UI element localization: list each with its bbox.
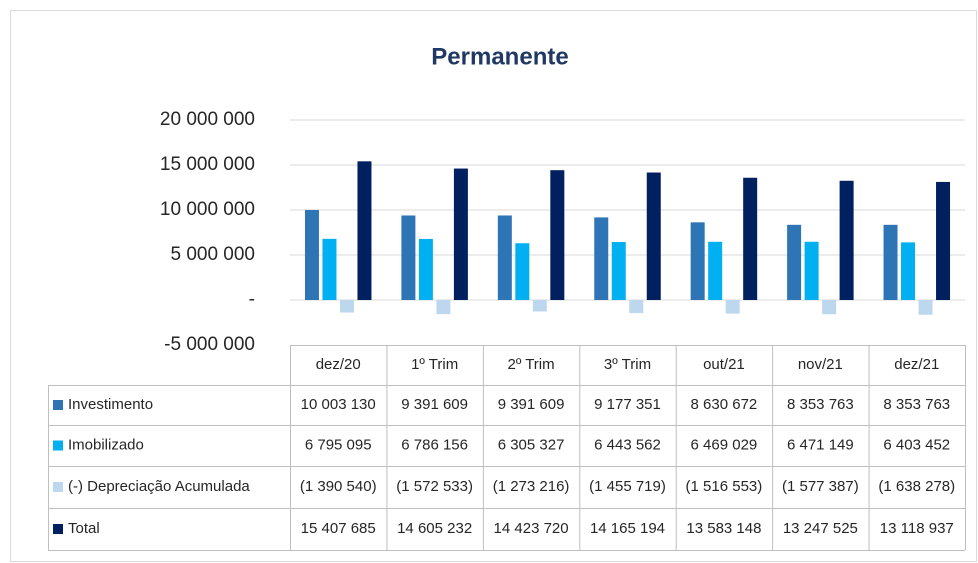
x-tick-label: dez/20 (316, 356, 361, 373)
bar (787, 224, 802, 300)
table-cell: 13 247 525 (783, 520, 858, 537)
bar (629, 300, 644, 314)
table-cell: 9 391 609 (498, 396, 565, 413)
bar (401, 215, 416, 300)
bar (532, 300, 547, 312)
bar (690, 222, 705, 300)
table-cell: (1 390 540) (300, 478, 377, 495)
bar (515, 243, 530, 300)
x-tick-label: 2º Trim (507, 356, 554, 373)
bar (822, 300, 837, 315)
bar (497, 215, 512, 300)
table-cell: 6 443 562 (594, 436, 661, 453)
table-cell: 9 391 609 (401, 396, 468, 413)
legend-label: Imobilizado (68, 436, 144, 453)
x-tick-label: dez/21 (894, 356, 939, 373)
legend-label: (-) Depreciação Acumulada (68, 478, 250, 495)
y-tick-label: 20 000 000 (160, 109, 255, 130)
table-cell: 6 786 156 (401, 436, 468, 453)
bar (611, 242, 626, 300)
bar (936, 181, 951, 300)
bar (418, 238, 433, 300)
x-tick-label: 1º Trim (411, 356, 458, 373)
x-tick-label: 3º Trim (604, 356, 651, 373)
table-cell: (1 273 216) (493, 478, 570, 495)
table-cell: 13 583 148 (686, 520, 761, 537)
table-cell: (1 572 533) (396, 478, 473, 495)
chart-title: Permanente (431, 43, 568, 70)
legend-swatch (53, 524, 63, 534)
table-cell: 6 471 149 (787, 436, 854, 453)
y-tick-label: 10 000 000 (160, 199, 255, 220)
table-cell: 6 403 452 (883, 436, 950, 453)
table-cell: 8 353 763 (883, 396, 950, 413)
bar (550, 170, 565, 300)
y-tick-label: 5 000 000 (170, 244, 255, 265)
table-cell: 9 177 351 (594, 396, 661, 413)
bar (357, 161, 372, 300)
bar (804, 241, 819, 300)
legend-label: Total (68, 520, 100, 537)
bar (725, 300, 740, 314)
bar (883, 224, 898, 300)
table-cell: (1 638 278) (878, 478, 955, 495)
table-cell: 6 305 327 (498, 436, 565, 453)
table-cell: (1 516 553) (686, 478, 763, 495)
bar (646, 172, 661, 300)
table-cell: 14 423 720 (494, 520, 569, 537)
bar (339, 300, 354, 313)
bar (322, 238, 337, 300)
y-tick-label: -5 000 000 (164, 334, 255, 355)
table-cell: 6 469 029 (691, 436, 758, 453)
y-tick-label: - (249, 289, 255, 310)
bar (918, 300, 933, 315)
bar (304, 209, 319, 300)
legend-swatch (53, 482, 63, 492)
x-tick-label: out/21 (703, 356, 745, 373)
table-cell: 13 118 937 (880, 520, 954, 537)
bar (743, 177, 758, 300)
table-cell: 14 605 232 (397, 520, 472, 537)
table-cell: 10 003 130 (301, 396, 376, 413)
bar (901, 242, 916, 300)
legend-swatch (53, 400, 63, 410)
table-cell: (1 455 719) (589, 478, 666, 495)
table-cell: 14 165 194 (590, 520, 665, 537)
x-tick-label: nov/21 (798, 356, 843, 373)
bar (708, 241, 723, 300)
table-cell: 6 795 095 (305, 436, 372, 453)
table-cell: (1 577 387) (782, 478, 859, 495)
bar (453, 168, 468, 300)
bar (839, 180, 854, 300)
legend-swatch (53, 440, 63, 451)
bar (594, 217, 609, 300)
legend-label: Investimento (68, 396, 153, 413)
y-tick-label: 15 000 000 (160, 154, 255, 175)
table-cell: 15 407 685 (301, 520, 376, 537)
table-cell: 8 353 763 (787, 396, 854, 413)
table-cell: 8 630 672 (691, 396, 758, 413)
bar (436, 300, 451, 315)
